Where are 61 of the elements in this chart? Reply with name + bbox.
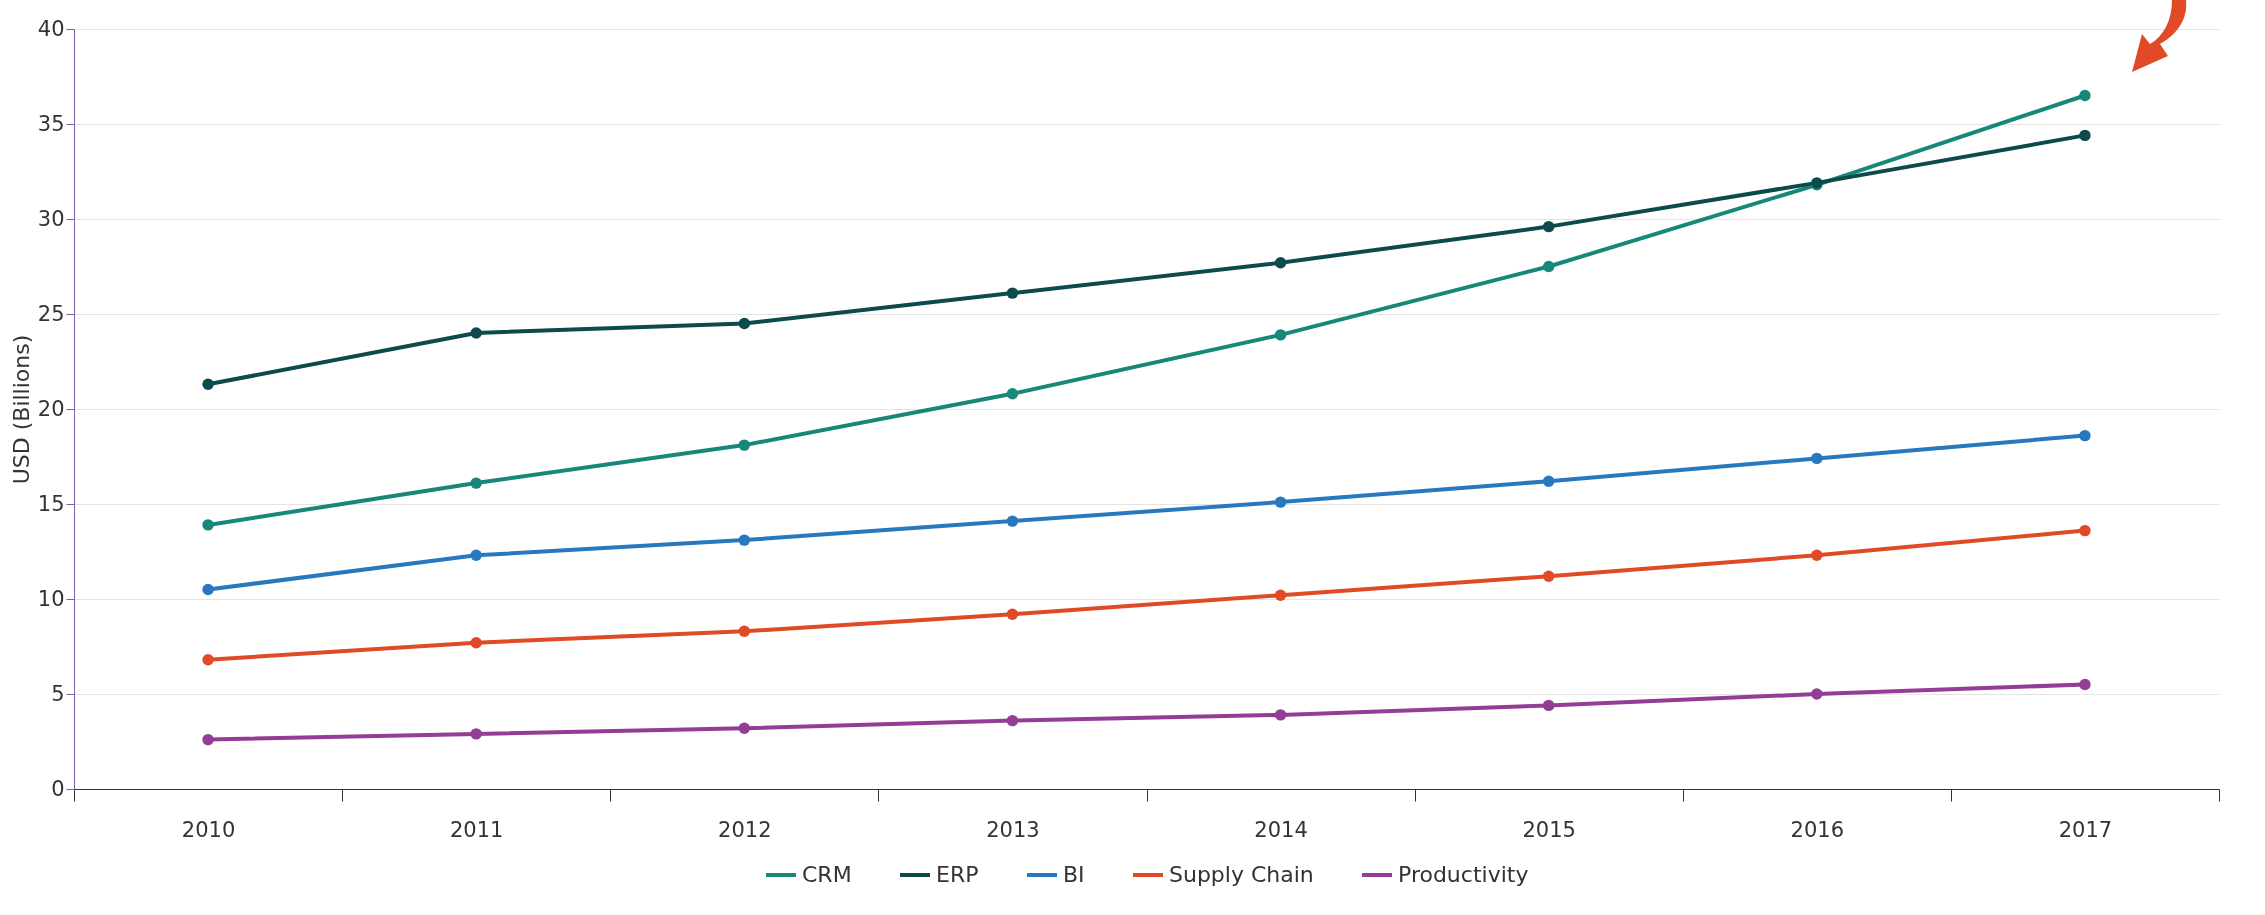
legend-label: CRM — [802, 862, 852, 887]
point — [470, 477, 482, 489]
legend-label: Supply Chain — [1169, 862, 1314, 887]
point — [470, 327, 482, 339]
legend-label: BI — [1063, 862, 1085, 887]
y-tick-label: 5 — [51, 681, 65, 706]
point — [1274, 329, 1287, 341]
y-tick-label: 35 — [37, 111, 65, 136]
x-tick-label: 2014 — [1254, 817, 1308, 842]
y-tick-label: 10 — [37, 586, 65, 611]
point — [738, 625, 751, 637]
y-tick-label: 25 — [37, 301, 65, 326]
x-tick-label: 2016 — [1790, 817, 1845, 842]
point — [2079, 524, 2091, 537]
point — [1542, 699, 1555, 712]
point — [1006, 714, 1019, 727]
point — [1542, 220, 1555, 233]
point — [2079, 129, 2091, 142]
y-axis-title: USD (Billions) — [8, 334, 34, 485]
point — [2079, 429, 2091, 442]
y-tick-label: 0 — [51, 776, 65, 801]
x-tick-label: 2012 — [718, 817, 772, 842]
point — [2079, 678, 2091, 691]
point — [1006, 608, 1019, 620]
point — [738, 439, 751, 451]
point — [1811, 452, 1823, 465]
point — [470, 637, 482, 649]
legend-label: ERP — [936, 862, 979, 887]
point — [470, 728, 482, 740]
y-tick-label: 40 — [37, 16, 65, 41]
point — [1542, 260, 1555, 273]
point — [202, 733, 214, 746]
point — [1542, 570, 1555, 582]
y-tick-label: 20 — [37, 396, 65, 421]
point — [202, 583, 214, 596]
point — [1274, 709, 1287, 721]
point — [1811, 549, 1823, 561]
point — [1811, 688, 1823, 700]
point — [202, 378, 214, 390]
point — [202, 654, 214, 666]
point — [1274, 257, 1287, 269]
x-tick-label: 2017 — [2058, 817, 2113, 842]
x-tick-label: 2011 — [449, 817, 504, 842]
x-tick-label: 2015 — [1522, 817, 1576, 842]
x-tick-label: 2013 — [986, 817, 1040, 842]
point — [1006, 388, 1019, 400]
point — [1006, 515, 1019, 527]
point — [1006, 287, 1019, 299]
point — [738, 317, 751, 330]
y-tick-label: 30 — [37, 206, 65, 231]
point — [1542, 475, 1555, 487]
point — [470, 549, 482, 561]
point — [738, 722, 751, 734]
point — [202, 519, 214, 531]
point — [2079, 89, 2091, 102]
point — [1274, 589, 1287, 601]
x-tick-label: 2010 — [181, 817, 236, 842]
legend-label: Productivity — [1398, 862, 1529, 887]
point — [1274, 496, 1287, 508]
point — [738, 534, 751, 546]
y-tick-label: 15 — [37, 491, 65, 516]
